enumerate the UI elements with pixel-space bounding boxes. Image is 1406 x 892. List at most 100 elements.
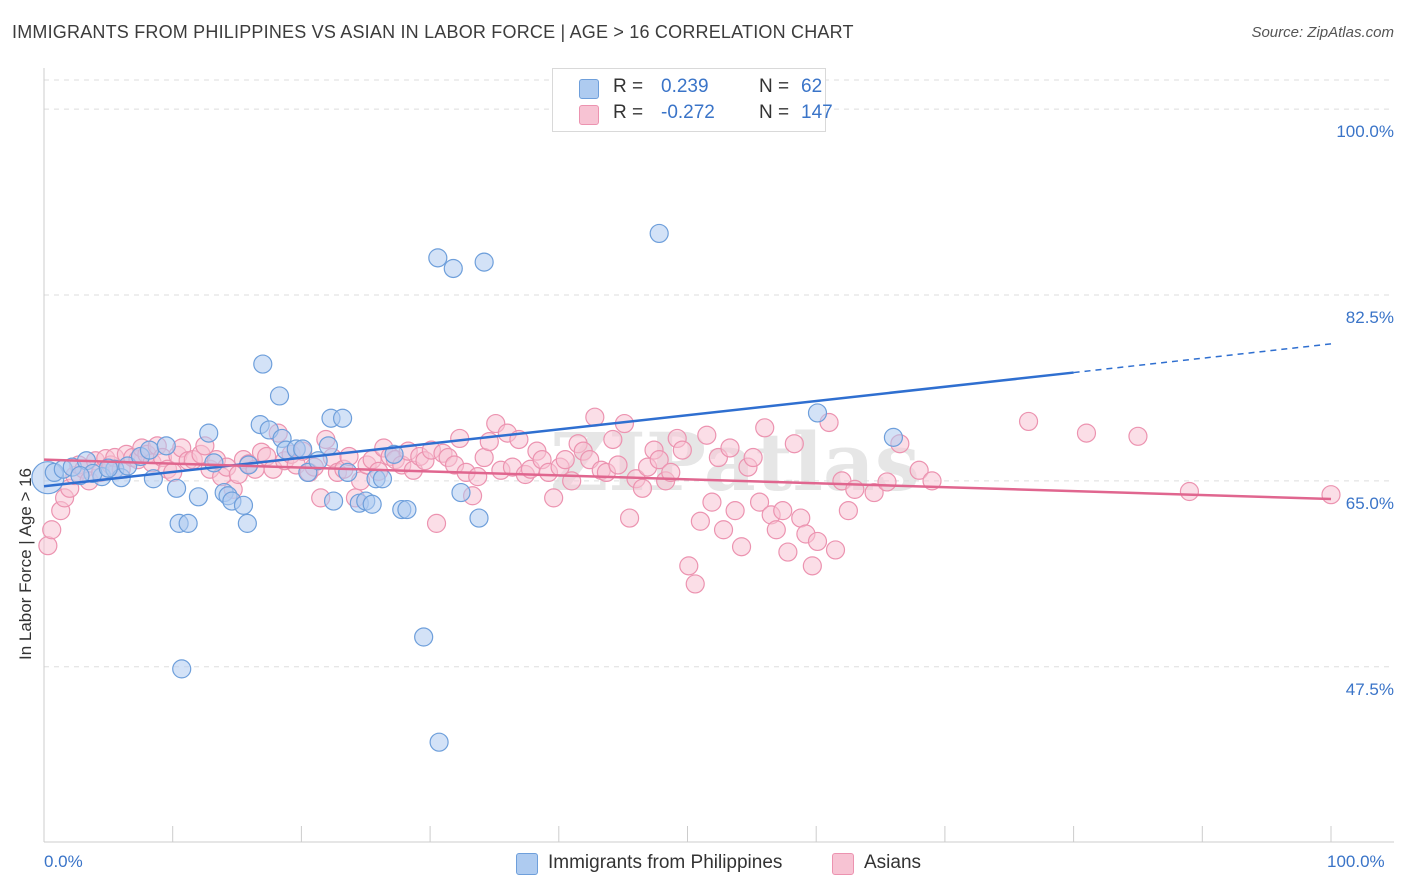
asians-point: [909, 460, 929, 480]
asians-point: [619, 508, 640, 528]
asians-point: [38, 536, 58, 556]
asians-point: [755, 418, 775, 438]
philippines-point: [172, 659, 192, 679]
legend-r-label: R =: [613, 102, 644, 123]
asians-point: [468, 467, 488, 487]
philippines-point: [451, 482, 471, 503]
philippines-point: [293, 439, 313, 459]
philippines-trendline-extension: [1073, 343, 1332, 374]
philippines-point: [443, 258, 463, 279]
asians-point: [339, 446, 359, 467]
philippines-point: [807, 403, 828, 423]
philippines-point: [178, 513, 198, 533]
asians-point: [1179, 481, 1200, 502]
philippines-point: [253, 354, 273, 374]
philippines-point: [166, 478, 187, 498]
asians-point: [672, 440, 692, 460]
philippines-point: [384, 444, 404, 464]
bottom-legend-swatch-blue: [516, 853, 538, 875]
asians-point: [713, 520, 734, 540]
asians-point: [697, 425, 717, 445]
asians-point: [702, 492, 722, 512]
philippines-point: [237, 513, 257, 533]
legend-r-label: R =: [613, 76, 644, 97]
asians-point: [690, 511, 710, 531]
philippines-point: [428, 248, 448, 268]
philippines-trendline: [43, 371, 1074, 488]
asians-point: [766, 520, 786, 540]
asians-point: [749, 492, 770, 512]
legend-swatch-blue: [579, 79, 599, 99]
asians-point: [743, 447, 763, 468]
bottom-legend-label: Asians: [864, 852, 922, 873]
asians-point: [474, 447, 494, 468]
philippines-point: [323, 491, 344, 511]
asians-point: [679, 556, 699, 576]
y-tick-label: 65.0%: [1345, 493, 1394, 513]
philippines-point: [233, 495, 254, 515]
philippines-point: [372, 469, 393, 489]
philippines-point: [469, 508, 489, 528]
legend: R = 0.239 N = 62 R = -0.272 N = 147: [552, 68, 833, 132]
philippines-point: [332, 408, 353, 428]
asians-point: [632, 478, 653, 498]
asians-point: [778, 542, 798, 562]
philippines-point: [199, 423, 219, 443]
asians-point: [1128, 426, 1148, 446]
philippines-point: [883, 427, 904, 447]
asians-point: [608, 455, 628, 475]
asians-point: [1321, 485, 1341, 505]
legend-r-value: 0.239: [661, 76, 709, 97]
philippines-point: [429, 732, 449, 752]
philippines-point: [338, 462, 358, 482]
asians-point: [1076, 423, 1097, 443]
philippines-point: [649, 223, 669, 244]
chart-title: IMMIGRANTS FROM PHILIPPINES VS ASIAN IN …: [12, 22, 854, 42]
asians-point: [685, 574, 705, 594]
philippines-point: [98, 458, 118, 478]
y-tick-label: 82.5%: [1345, 308, 1394, 328]
x-tick-label-max: 100.0%: [1327, 852, 1385, 871]
asians-point: [877, 472, 897, 492]
asians-trendline: [43, 458, 1332, 501]
y-tick-label: 100.0%: [1336, 122, 1394, 142]
asians-point: [544, 488, 564, 508]
legend-swatch-pink: [579, 105, 599, 125]
legend-r-value: -0.272: [661, 102, 715, 123]
asians-point: [720, 438, 740, 458]
philippines-point: [397, 499, 417, 520]
asians-point: [426, 513, 447, 533]
philippines-point: [70, 465, 90, 486]
asians-point: [864, 482, 884, 503]
philippines-point: [139, 440, 160, 460]
asians-point: [731, 537, 752, 557]
legend-n-label: N =: [759, 76, 790, 97]
philippines-point: [156, 436, 176, 456]
asians-point: [773, 501, 793, 521]
philippines-point: [188, 487, 209, 507]
bottom-legend-swatch-pink: [832, 853, 854, 875]
asians-point: [603, 429, 623, 450]
bottom-legend-label: Immigrants from Philippines: [548, 852, 783, 873]
asians-point: [42, 520, 62, 540]
philippines-point: [362, 494, 382, 514]
legend-n-value: 147: [801, 102, 833, 123]
asians-point: [661, 462, 681, 482]
asians-point: [555, 450, 575, 470]
asians-point: [825, 540, 846, 560]
asians-point: [725, 501, 745, 521]
philippines-point: [414, 627, 434, 647]
asians-point: [1018, 411, 1039, 432]
asians-point: [784, 434, 804, 454]
y-tick-label: 47.5%: [1345, 679, 1394, 699]
source-label: Source: ZipAtlas.com: [1251, 24, 1394, 41]
asians-point: [649, 450, 669, 470]
legend-n-value: 62: [801, 76, 823, 97]
philippines-point: [318, 436, 339, 456]
y-axis-label: In Labor Force | Age > 16: [16, 467, 35, 660]
asians-point: [838, 501, 858, 521]
philippines-point: [269, 386, 290, 406]
philippines-point: [474, 252, 494, 272]
x-tick-label-min: 0.0%: [44, 852, 83, 871]
